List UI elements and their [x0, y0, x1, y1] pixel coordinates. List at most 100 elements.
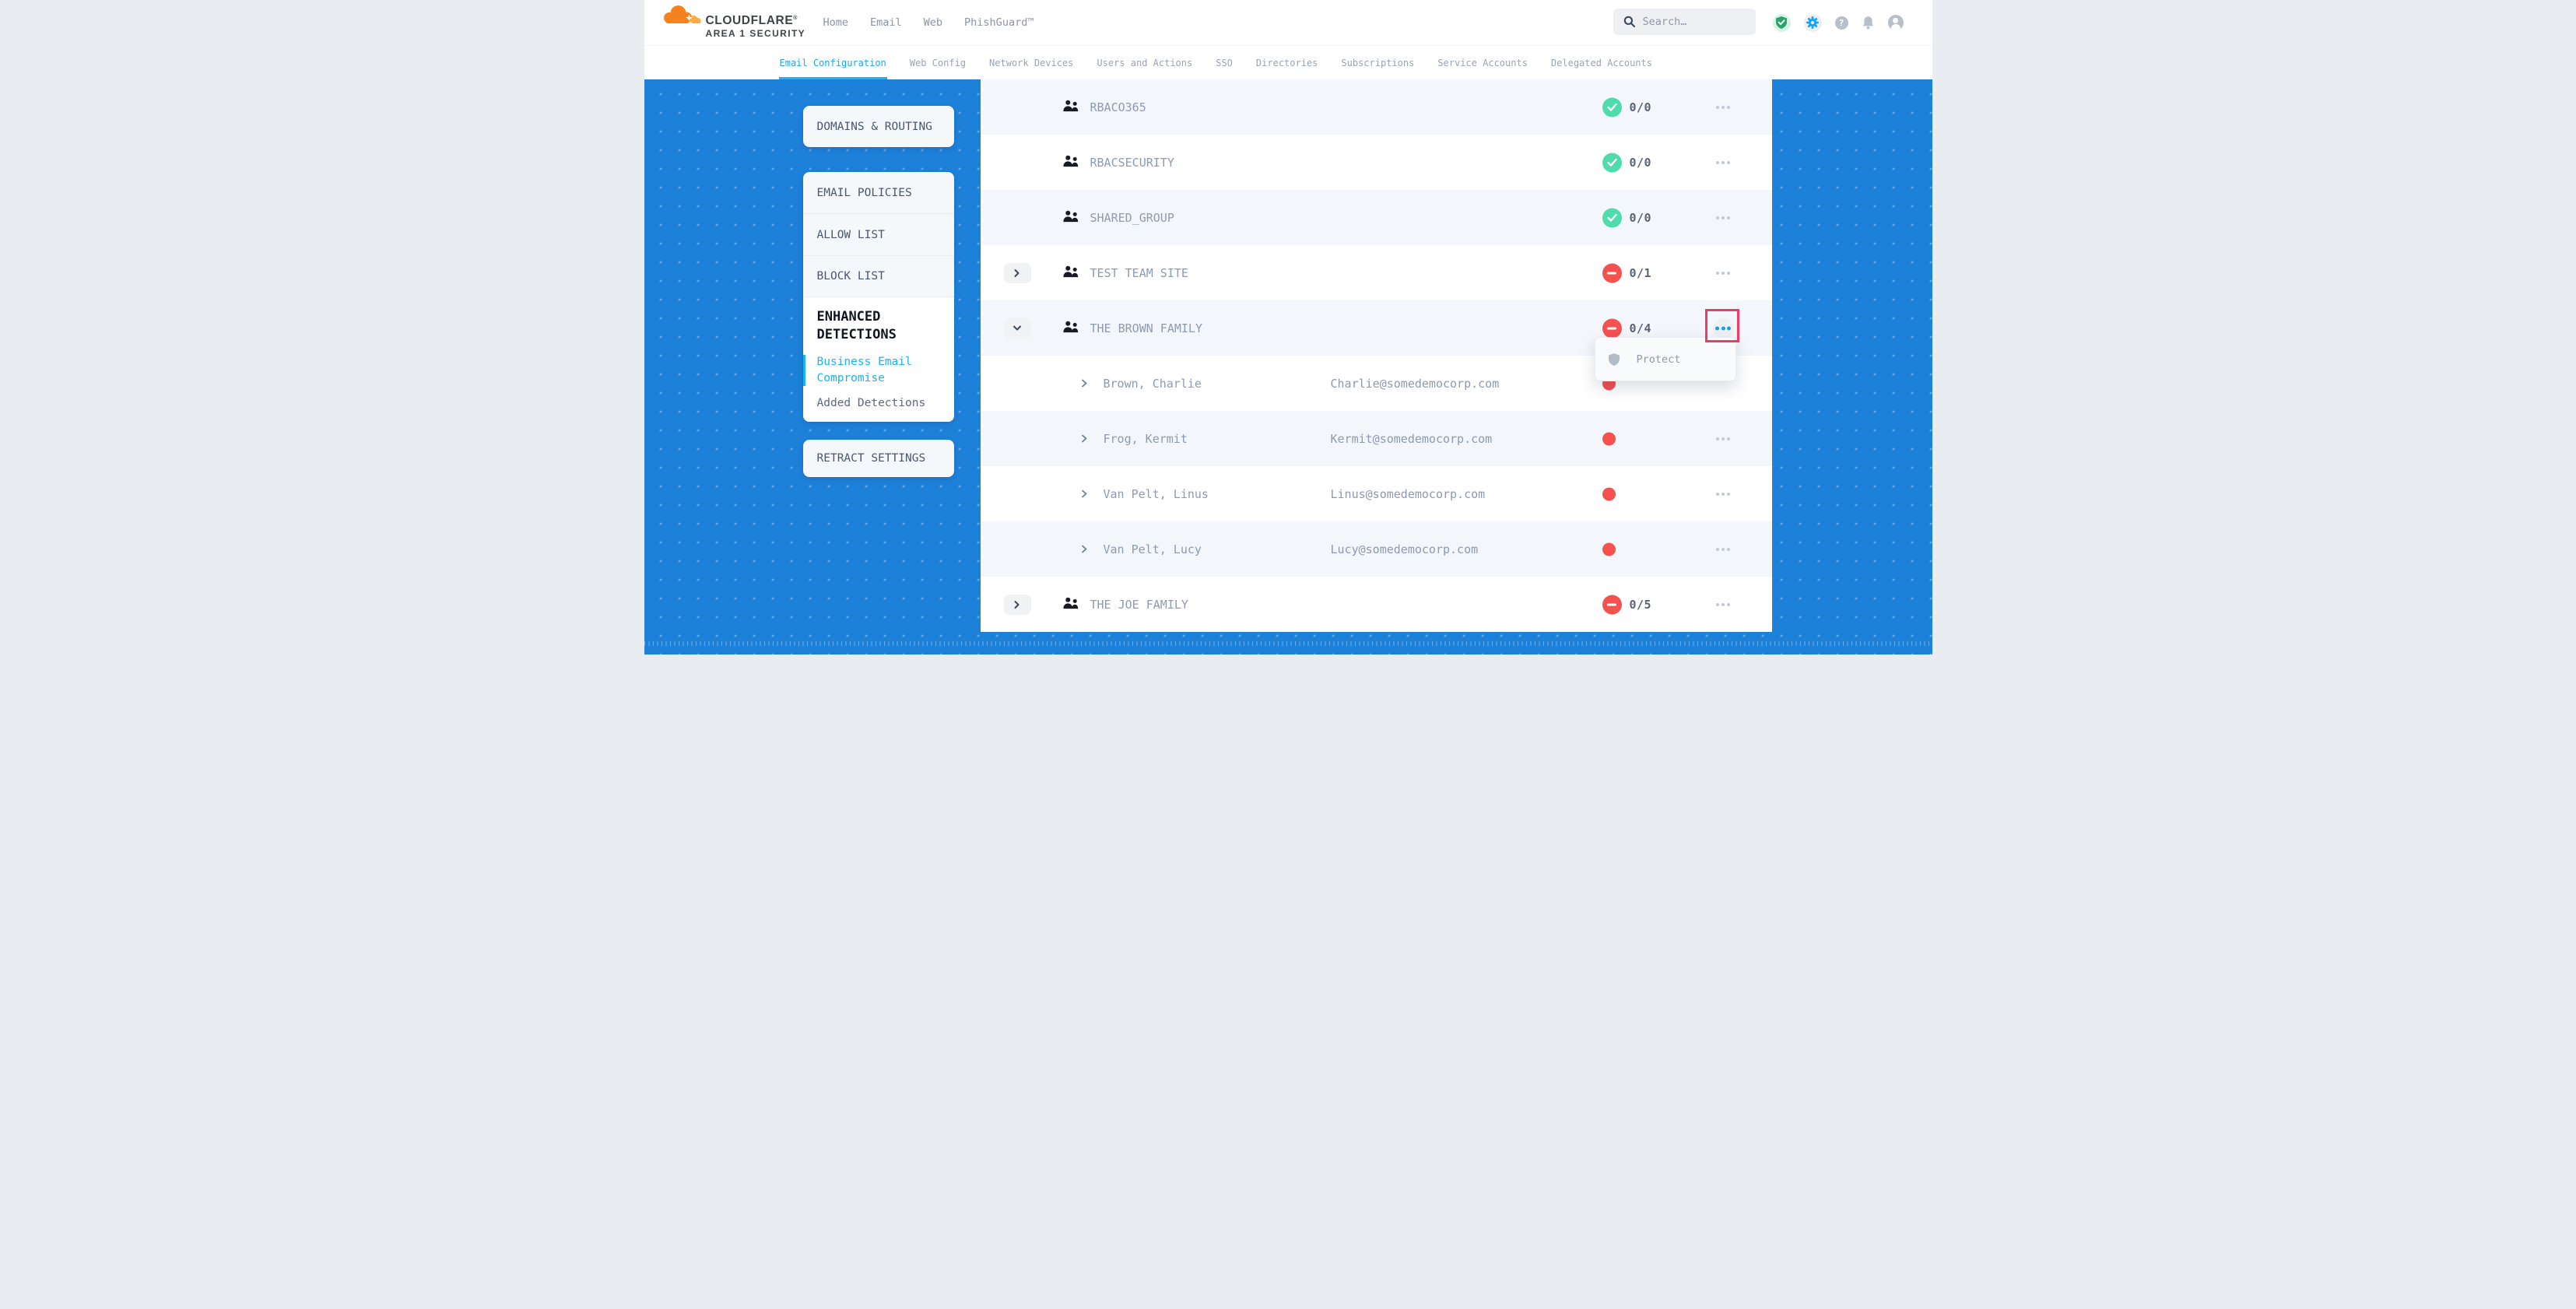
- primary-nav-item-web[interactable]: Web: [923, 16, 943, 29]
- protected-count: 0/5: [1629, 597, 1652, 612]
- member-caret[interactable]: [1080, 431, 1088, 446]
- table-row-group-shared-group: SHARED_GROUP 0/0: [980, 190, 1772, 245]
- group-name: THE JOE FAMILY: [1090, 597, 1188, 612]
- tab-service-accounts[interactable]: Service Accounts: [1437, 57, 1528, 68]
- member-name: Brown, Charlie: [1103, 376, 1202, 391]
- sidebar-card-policies: EMAIL POLICIES ALLOW LIST BLOCK LIST ENH…: [802, 172, 954, 422]
- ellipsis-icon: [1715, 437, 1730, 440]
- sidebar-item-allow-list[interactable]: ALLOW LIST: [802, 213, 954, 255]
- chevron-right-icon: [1014, 268, 1020, 277]
- tab-directories[interactable]: Directories: [1255, 57, 1318, 68]
- group-icon: [1062, 265, 1079, 280]
- primary-nav-item-email[interactable]: Email: [870, 16, 902, 29]
- table-row-member-van-pelt-linus: Van Pelt, Linus Linus@somedemocorp.com: [980, 466, 1772, 521]
- tab-network-devices[interactable]: Network Devices: [989, 57, 1074, 68]
- sidebar-item-added-detections[interactable]: Added Detections: [816, 396, 926, 409]
- protected-count: 0/0: [1629, 100, 1652, 114]
- member-caret[interactable]: [1080, 486, 1088, 501]
- status-dot-unprotected: [1602, 487, 1616, 500]
- sidebar-item-block-list[interactable]: BLOCK LIST: [802, 255, 954, 297]
- cloudflare-logo[interactable]: CLOUDFLARE® AREA 1 SECURITY: [661, 4, 855, 41]
- context-menu-item-label: Protect: [1636, 353, 1681, 366]
- expand-button[interactable]: [1003, 262, 1031, 283]
- group-icon: [1062, 321, 1079, 335]
- status-badge-protected: [1602, 97, 1622, 117]
- primary-nav-item-home[interactable]: Home: [823, 16, 849, 29]
- protected-count: 0/4: [1629, 321, 1652, 335]
- member-caret-icon: [1081, 379, 1086, 387]
- sidebar-item-retract-settings[interactable]: RETRACT SETTINGS: [816, 452, 926, 465]
- shield-check-icon[interactable]: [1772, 13, 1791, 32]
- tab-subscriptions[interactable]: Subscriptions: [1341, 57, 1415, 68]
- page-background: DOMAINS & ROUTING EMAIL POLICIES ALLOW L…: [644, 79, 1932, 654]
- group-icon: [1062, 321, 1078, 332]
- member-email: Linus@somedemocorp.com: [1330, 486, 1486, 501]
- tab-email-configuration[interactable]: Email Configuration: [778, 46, 888, 79]
- row-menu-button[interactable]: [1709, 204, 1737, 232]
- expand-button[interactable]: [1003, 594, 1031, 615]
- table-row-group-rbaco365: RBACO365 0/0: [980, 79, 1772, 135]
- table-row-group-the-joe-family: THE JOE FAMILY 0/5: [980, 577, 1772, 632]
- group-icon: [1062, 100, 1079, 114]
- ellipsis-icon: [1715, 216, 1730, 219]
- member-caret-icon: [1081, 545, 1086, 553]
- row-menu-button[interactable]: [1709, 149, 1737, 177]
- table-row-member-van-pelt-lucy: Van Pelt, Lucy Lucy@somedemocorp.com: [980, 521, 1772, 577]
- member-caret[interactable]: [1080, 376, 1088, 391]
- tab-delegated-accounts[interactable]: Delegated Accounts: [1550, 57, 1652, 68]
- sidebar-item-enhanced-detections[interactable]: ENHANCED DETECTIONS: [816, 309, 897, 342]
- group-icon: [1062, 210, 1079, 225]
- table-row-group-test-team-site: TEST TEAM SITE 0/1: [980, 245, 1772, 300]
- ellipsis-icon: [1715, 326, 1731, 330]
- row-menu-button[interactable]: [1709, 591, 1737, 619]
- ellipsis-icon: [1715, 492, 1730, 496]
- group-icon: [1062, 155, 1079, 170]
- ellipsis-icon: [1715, 105, 1730, 109]
- row-menu-button[interactable]: [1709, 425, 1737, 453]
- member-caret[interactable]: [1080, 542, 1088, 556]
- status-badge-unprotected: [1602, 595, 1622, 614]
- protected-count: 0/0: [1629, 210, 1652, 225]
- ellipsis-icon: [1715, 271, 1730, 275]
- sidebar-item-email-policies[interactable]: EMAIL POLICIES: [816, 186, 912, 199]
- protected-count: 0/0: [1629, 155, 1652, 170]
- member-email: Lucy@somedemocorp.com: [1330, 542, 1479, 556]
- group-icon: [1062, 597, 1079, 612]
- context-menu-item-protect[interactable]: Protect: [1608, 353, 1681, 366]
- sidebar-item-domains-routing[interactable]: DOMAINS & ROUTING: [816, 120, 932, 133]
- sidebar-item-business-email-compromise[interactable]: Business Email Compromise: [802, 354, 945, 387]
- group-icon: [1062, 100, 1078, 111]
- member-name: Frog, Kermit: [1103, 431, 1188, 446]
- table-row-member-frog-kermit: Frog, Kermit Kermit@somedemocorp.com: [980, 411, 1772, 466]
- shield-icon: [1608, 353, 1620, 366]
- help-icon[interactable]: ?: [1834, 16, 1848, 30]
- app-window: CLOUDFLARE® AREA 1 SECURITY Home Email Web…: [644, 0, 1932, 654]
- gear-icon[interactable]: [1803, 13, 1822, 32]
- bell-icon[interactable]: [1862, 16, 1875, 30]
- expand-button[interactable]: [1003, 318, 1031, 339]
- row-menu-button[interactable]: [1709, 480, 1737, 508]
- group-icon: [1062, 597, 1078, 609]
- group-icon: [1062, 210, 1078, 222]
- search-input[interactable]: [1642, 16, 1752, 28]
- protected-count: 0/1: [1629, 265, 1652, 280]
- user-icon[interactable]: [1887, 15, 1904, 30]
- top-header: CLOUDFLARE® AREA 1 SECURITY Home Email Web…: [644, 0, 1932, 45]
- tab-users-and-actions[interactable]: Users and Actions: [1097, 57, 1193, 68]
- minus-icon: [1607, 272, 1616, 274]
- ellipsis-icon: [1715, 547, 1730, 551]
- member-caret-icon: [1081, 434, 1086, 442]
- tab-sso[interactable]: SSO: [1216, 57, 1233, 68]
- row-menu-button[interactable]: [1712, 318, 1734, 339]
- status-dot-unprotected: [1602, 542, 1616, 556]
- row-menu-button[interactable]: [1709, 535, 1737, 563]
- brand-subtitle: AREA 1 SECURITY: [705, 28, 806, 39]
- directory-table: RBACO365 0/0 RBACSECURITY 0/0 SHARED_GROUP 0/…: [980, 79, 1772, 632]
- ellipsis-icon: [1715, 160, 1730, 164]
- row-menu-button[interactable]: [1709, 259, 1737, 287]
- row-menu-button[interactable]: [1709, 93, 1737, 121]
- group-name: SHARED_GROUP: [1090, 210, 1174, 225]
- brand-name: CLOUDFLARE®: [705, 14, 798, 27]
- tab-web-config[interactable]: Web Config: [909, 57, 967, 68]
- primary-nav-item-phishguard[interactable]: PhishGuard™: [964, 16, 1034, 29]
